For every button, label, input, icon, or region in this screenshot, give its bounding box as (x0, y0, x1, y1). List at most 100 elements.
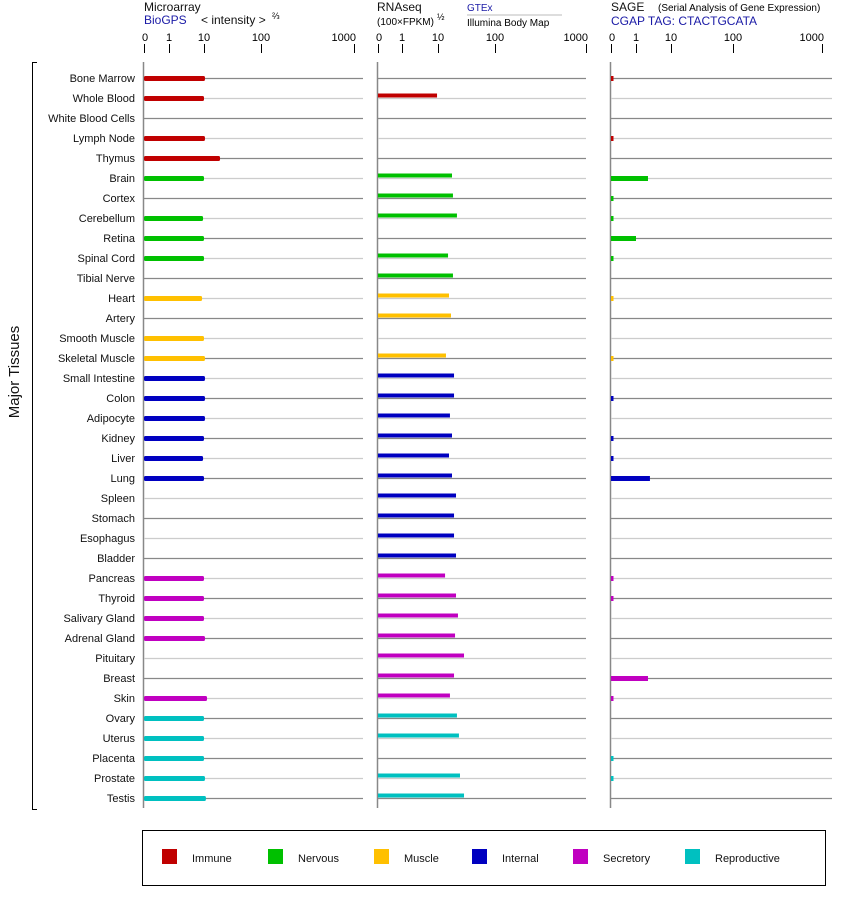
legend-swatch (162, 849, 177, 864)
tissue-label: Tibial Nerve (77, 273, 135, 285)
tick-label: 100 (724, 32, 742, 44)
legend-label: Reproductive (715, 853, 780, 865)
expression-bar (144, 716, 204, 721)
expression-bar (611, 196, 614, 201)
expression-bar (144, 476, 204, 481)
expression-bar (144, 776, 205, 781)
intensity-exponent: ⅔ (272, 11, 280, 21)
tissue-label: White Blood Cells (48, 113, 135, 125)
tissue-label: Bone Marrow (70, 73, 135, 85)
tissue-label: Stomach (92, 513, 135, 525)
legend-swatch (573, 849, 588, 864)
expression-bar (144, 796, 206, 801)
tick-label: 0 (376, 32, 382, 44)
expression-bar (144, 416, 205, 421)
tissue-label: Prostate (94, 773, 135, 785)
expression-bar (144, 736, 204, 741)
expression-bar (144, 336, 204, 341)
tick-label: 10 (432, 32, 444, 44)
tissue-label: Small Intestine (63, 373, 135, 385)
tissue-label: Retina (103, 233, 136, 245)
tissue-label: Cerebellum (79, 213, 135, 225)
tissue-label: Artery (106, 313, 136, 325)
expression-bar (144, 696, 208, 701)
legend-label: Nervous (298, 853, 339, 865)
tissue-label: Spleen (101, 493, 135, 505)
expression-bar (144, 636, 205, 641)
biogps-link: BioGPS (144, 13, 187, 27)
expression-bar (144, 76, 205, 81)
expression-bar (144, 236, 204, 241)
tick-label: 100 (486, 32, 504, 44)
expression-bar (378, 373, 455, 378)
tick-label: 1000 (564, 32, 588, 44)
expression-bar (611, 476, 650, 481)
expression-bar (144, 256, 204, 261)
tissue-label: Placenta (92, 753, 136, 765)
expression-bar (144, 356, 205, 361)
tissue-label: Spinal Cord (78, 253, 135, 265)
cgap-tag-link: CGAP TAG: CTACTGCATA (611, 14, 757, 28)
tick-label: 0 (609, 32, 615, 44)
legend-swatch (685, 849, 700, 864)
tissue-label: Breast (103, 673, 135, 685)
tissue-label: Adrenal Gland (65, 633, 135, 645)
expression-bar (144, 396, 205, 401)
tick-label: 10 (665, 32, 677, 44)
expression-bar (611, 136, 614, 141)
expression-bar (378, 473, 452, 478)
legend-label: Muscle (404, 853, 439, 865)
tissue-label: Skin (114, 693, 135, 705)
expression-bar (378, 513, 455, 518)
expression-bar (378, 253, 449, 258)
tissue-label: Pancreas (89, 573, 136, 585)
expression-bar (144, 156, 221, 161)
microarray-title: Microarray (144, 0, 201, 14)
legend-label: Internal (502, 853, 539, 865)
tissue-label: Adipocyte (87, 413, 135, 425)
sage-subtitle: (Serial Analysis of Gene Expression) (658, 3, 820, 14)
tissue-label: Skeletal Muscle (58, 353, 135, 365)
expression-bar (144, 376, 205, 381)
expression-bar (378, 673, 455, 678)
intensity-label: < intensity > (201, 13, 266, 27)
tissue-label: Colon (106, 393, 135, 405)
tissue-label: Lymph Node (73, 133, 135, 145)
expression-bar (611, 236, 636, 241)
expression-bar (611, 756, 614, 761)
expression-bar (144, 136, 205, 141)
tissue-label: Thyroid (98, 593, 135, 605)
illumina-body-map-label: Illumina Body Map (467, 18, 550, 29)
tick-label: 1000 (332, 32, 356, 44)
expression-bar (378, 693, 450, 698)
expression-bar (378, 573, 446, 578)
tick-label: 100 (252, 32, 270, 44)
expression-bar (378, 293, 450, 298)
expression-bar (378, 533, 455, 538)
tissue-label: Thymus (96, 153, 136, 165)
expression-bar (378, 773, 460, 778)
legend-swatch (374, 849, 389, 864)
expression-bar (378, 633, 456, 638)
expression-bar (611, 696, 614, 701)
expression-bar (144, 96, 204, 101)
expression-bar (378, 453, 450, 458)
tissue-label: Smooth Muscle (59, 333, 135, 345)
expression-bar (378, 93, 438, 98)
expression-bar (378, 433, 452, 438)
legend-swatch (268, 849, 283, 864)
tissue-label: Whole Blood (73, 93, 135, 105)
tissue-label: Brain (109, 173, 135, 185)
tick-label: 1 (166, 32, 172, 44)
tissue-label: Cortex (103, 193, 136, 205)
expression-bar (378, 593, 457, 598)
expression-bar (611, 676, 648, 681)
expression-bar (611, 576, 614, 581)
expression-bar (378, 733, 459, 738)
sage-title: SAGE (611, 0, 644, 14)
tick-label: 10 (198, 32, 210, 44)
tissue-label: Pituitary (95, 653, 135, 665)
expression-bar (144, 576, 204, 581)
expression-bar (144, 216, 204, 221)
